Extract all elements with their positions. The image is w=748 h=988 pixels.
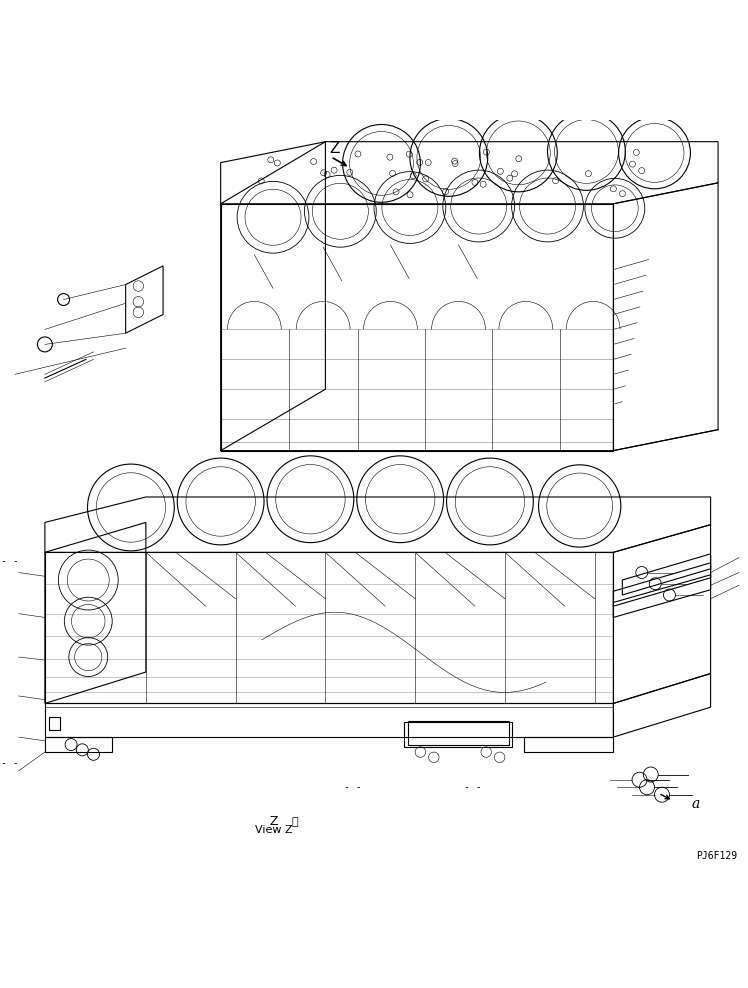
- Text: View Z: View Z: [255, 825, 292, 835]
- Text: - -: - -: [344, 782, 362, 792]
- Text: a: a: [691, 796, 700, 811]
- Text: 視: 視: [292, 817, 298, 827]
- Text: PJ6F129: PJ6F129: [696, 851, 737, 861]
- Text: - -: - -: [1, 556, 19, 566]
- Text: Z: Z: [329, 141, 340, 156]
- Text: Z: Z: [269, 815, 278, 828]
- Text: - -: - -: [464, 782, 482, 792]
- Text: - -: - -: [1, 758, 19, 769]
